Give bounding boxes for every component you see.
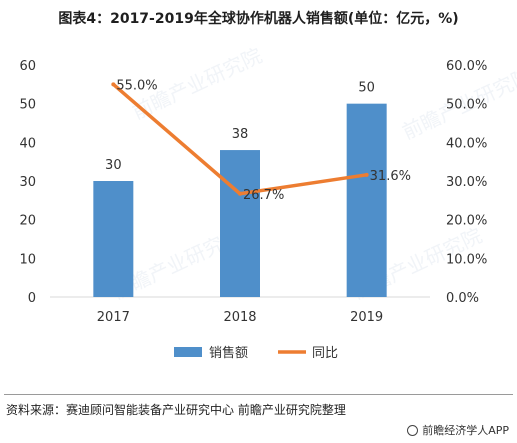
- line-value-label: 26.7%: [243, 188, 284, 203]
- brand-logo-icon: [407, 424, 419, 436]
- line-point: [111, 82, 116, 87]
- y-tick-label: 10: [19, 252, 36, 267]
- bar: [93, 181, 134, 297]
- data-labels: 30 38 50 55.0% 26.7% 31.6%: [105, 78, 411, 202]
- line-point: [238, 191, 242, 196]
- chart-title: 图表4：2017-2019年全球协作机器人销售额(单位：亿元，%): [58, 11, 459, 27]
- line-series: [111, 82, 369, 196]
- y-tick-label: 50: [19, 98, 36, 113]
- bar: [220, 150, 260, 297]
- y2-tick-label: 60.0%: [446, 59, 487, 74]
- x-tick-label: 2018: [223, 310, 256, 325]
- legend-line-label: 同比: [312, 346, 338, 361]
- x-tick-label: 2017: [97, 310, 130, 325]
- y-tick-label: 30: [19, 175, 36, 190]
- y2-tick-label: 10.0%: [446, 252, 487, 267]
- y-tick-label: 60: [19, 59, 36, 74]
- y2-tick-label: 50.0%: [446, 98, 487, 113]
- y-tick-label: 20: [19, 214, 36, 229]
- bar-value-label: 30: [105, 158, 122, 173]
- brand-mark: 前瞻经济学人APP: [407, 422, 509, 438]
- bar-value-label: 38: [232, 127, 249, 142]
- footer-divider: [4, 394, 513, 395]
- y-tick-label: 0: [28, 291, 36, 306]
- bar-value-label: 50: [358, 81, 375, 96]
- y2-tick-label: 0.0%: [446, 291, 479, 306]
- y-tick-label: 40: [19, 136, 36, 151]
- legend-bar-swatch: [174, 347, 202, 357]
- y2-tick-label: 30.0%: [446, 175, 487, 190]
- bar-series: [93, 103, 387, 298]
- line-point: [364, 172, 369, 177]
- x-tick-label: 2019: [350, 310, 383, 325]
- line-value-label: 31.6%: [370, 169, 411, 184]
- line-value-label: 55.0%: [116, 78, 157, 93]
- source-note: 资料来源：赛迪顾问智能装备产业研究中心 前瞻产业研究院整理: [6, 403, 346, 417]
- y2-tick-label: 20.0%: [446, 214, 487, 229]
- brand-name: 前瞻经济学人APP: [422, 424, 509, 437]
- y2-tick-label: 40.0%: [446, 136, 487, 151]
- legend-bar-label: 销售额: [209, 345, 248, 361]
- bar: [346, 103, 387, 298]
- legend: 销售额 同比: [174, 345, 338, 361]
